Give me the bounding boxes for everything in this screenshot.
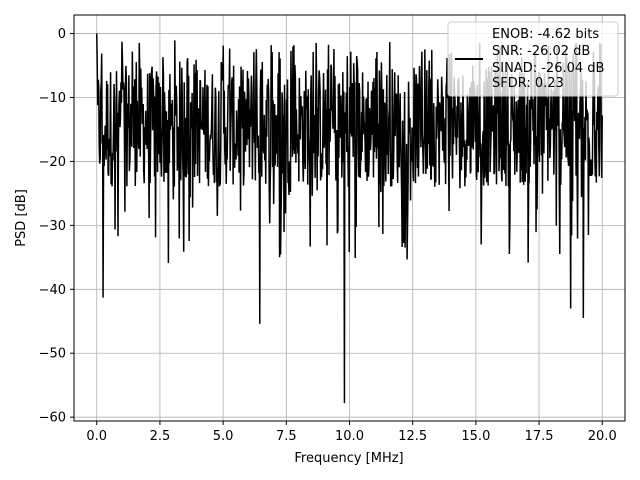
y-tick-label: 0 [58, 27, 66, 42]
x-tick-label: 5.0 [213, 429, 234, 444]
psd-series-line [96, 33, 603, 404]
legend-sinad: SINAD: -26.04 dB [492, 61, 604, 76]
x-tick-label: 17.5 [525, 429, 554, 444]
legend-box [447, 21, 619, 97]
y-tick-label: −10 [39, 91, 66, 106]
y-tick-label: −20 [39, 155, 66, 170]
y-axis-ticks: 0 −10 −20 −30 −40 −50 −60 [39, 27, 74, 426]
x-tick-label: 12.5 [398, 429, 427, 444]
x-axis-ticks: 0.0 2.5 5.0 7.5 10.0 12.5 15.0 17.5 20.0 [86, 421, 617, 444]
legend-sfdr: SFDR: 0.23 [492, 76, 564, 91]
x-tick-label: 15.0 [461, 429, 490, 444]
x-tick-label: 7.5 [276, 429, 297, 444]
plot-area [96, 33, 603, 404]
x-tick-label: 10.0 [335, 429, 364, 444]
x-tick-label: 2.5 [150, 429, 171, 444]
legend: ENOB: -4.62 bits SNR: -26.02 dB SINAD: -… [447, 21, 619, 97]
y-tick-label: −50 [39, 347, 66, 362]
y-axis-label: PSD [dB] [14, 189, 29, 247]
x-tick-label: 0.0 [86, 429, 107, 444]
y-tick-label: −40 [39, 283, 66, 298]
legend-snr: SNR: -26.02 dB [492, 44, 590, 59]
x-axis-label: Frequency [MHz] [294, 451, 403, 466]
y-tick-label: −60 [39, 411, 66, 426]
legend-enob: ENOB: -4.62 bits [492, 27, 599, 42]
y-tick-label: −30 [39, 219, 66, 234]
x-tick-label: 20.0 [588, 429, 617, 444]
